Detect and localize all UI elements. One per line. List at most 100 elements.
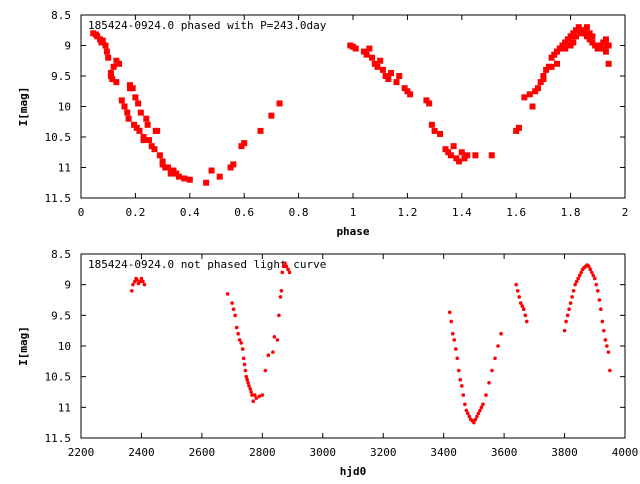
data-point (499, 331, 503, 336)
phased-plot-frame (80, 14, 626, 199)
x-tick-label: 0.6 (234, 206, 254, 219)
data-point (458, 377, 463, 382)
data-point (603, 338, 608, 342)
data-point (231, 307, 236, 312)
data-point (554, 60, 560, 67)
data-point (570, 295, 574, 299)
data-point (124, 109, 131, 116)
data-point (532, 88, 539, 95)
data-point (599, 307, 603, 312)
data-point (452, 338, 457, 342)
data-point (589, 33, 596, 40)
data-point (385, 76, 392, 83)
data-point (366, 45, 373, 52)
data-point (540, 76, 547, 83)
data-point (249, 390, 253, 394)
x-tick-label: 2200 (68, 446, 95, 459)
data-point (473, 417, 478, 422)
data-point (537, 79, 544, 86)
data-point (404, 88, 411, 95)
data-point (600, 319, 605, 324)
data-point (453, 347, 458, 351)
data-point (132, 94, 139, 101)
data-point (251, 399, 256, 404)
data-point (236, 331, 240, 336)
x-tick-label: 1.4 (452, 206, 472, 219)
light-curve-plot-y-axis-label: I[mag] (17, 326, 30, 366)
data-point (126, 82, 133, 89)
data-point (567, 33, 574, 40)
data-point (573, 27, 580, 34)
data-point (144, 121, 151, 128)
data-point (136, 127, 143, 134)
data-point (103, 48, 110, 55)
data-point (573, 33, 580, 40)
y-tick-label: 10.5 (45, 371, 72, 384)
data-point (360, 48, 367, 55)
data-point (137, 109, 144, 116)
data-point (286, 267, 290, 272)
data-point (583, 24, 590, 31)
data-point (423, 97, 430, 104)
data-point (605, 60, 612, 67)
data-point (426, 100, 433, 107)
data-point (135, 277, 139, 282)
data-point (233, 313, 237, 318)
data-point (577, 273, 582, 278)
x-tick-label: 2600 (189, 446, 216, 459)
data-point (216, 173, 223, 180)
data-point (283, 261, 287, 266)
data-point (513, 127, 520, 134)
y-tick-label: 11.5 (45, 192, 72, 205)
data-point (142, 282, 147, 287)
data-point (445, 149, 452, 156)
data-point (374, 63, 381, 70)
data-point (540, 73, 547, 79)
data-point (237, 338, 242, 342)
data-point (227, 164, 234, 171)
data-point (105, 54, 112, 61)
data-point (94, 33, 101, 40)
data-point (551, 51, 558, 58)
data-point (481, 402, 485, 407)
y-tick-label: 11 (58, 162, 71, 175)
data-point (234, 325, 239, 330)
y-tick-label: 9.5 (51, 70, 71, 83)
x-tick-label: 4000 (612, 446, 639, 459)
data-point (250, 393, 254, 397)
data-point (135, 100, 142, 107)
y-tick-label: 10 (58, 340, 71, 353)
y-tick-label: 11 (58, 401, 71, 414)
data-point (515, 289, 520, 293)
data-point (175, 173, 182, 180)
data-point (597, 42, 604, 49)
data-point (478, 408, 482, 413)
data-point (181, 175, 188, 182)
data-point (574, 279, 579, 284)
data-point (521, 94, 528, 101)
data-point (371, 60, 378, 67)
data-point (464, 152, 471, 159)
data-point (570, 39, 577, 46)
x-tick-label: 3800 (551, 446, 578, 459)
data-point (600, 45, 607, 52)
data-point (456, 368, 461, 373)
data-point (254, 396, 259, 400)
data-point (523, 313, 528, 318)
data-point (576, 276, 580, 281)
x-tick-label: 2800 (249, 446, 276, 459)
data-point (583, 33, 590, 40)
x-tick-label: 3600 (491, 446, 518, 459)
data-point (118, 97, 125, 104)
x-tick-label: 1 (350, 206, 357, 219)
data-point (116, 60, 123, 67)
data-point (606, 350, 611, 354)
x-tick-label: 1.6 (506, 206, 526, 219)
data-point (608, 368, 612, 373)
data-point (245, 377, 250, 382)
data-point (479, 405, 484, 410)
data-point (460, 384, 464, 388)
light-curve-plot-frame (80, 253, 626, 439)
data-point (568, 301, 573, 305)
